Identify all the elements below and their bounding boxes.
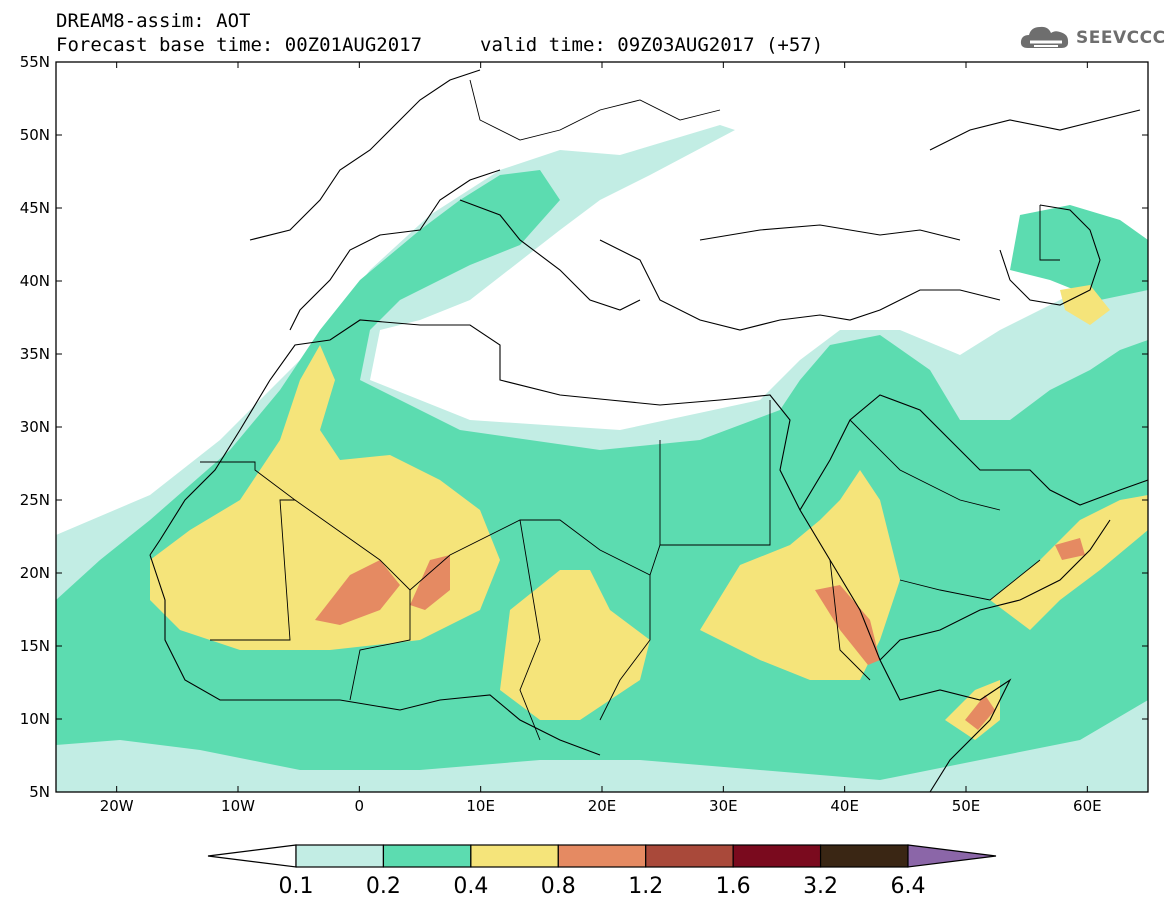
aot-band-0.8 <box>315 560 400 625</box>
colorbar-label: 1.6 <box>716 874 751 899</box>
colorbar-bin <box>645 844 734 868</box>
colorbar-label: 1.2 <box>628 874 663 899</box>
colorbar-label: 6.4 <box>891 874 926 899</box>
colorbar-label: 0.2 <box>366 874 401 899</box>
colorbar: 0.1 0.2 0.4 0.8 1.2 1.6 3.2 6.4 <box>207 844 997 899</box>
aot-band-0.8-d <box>1055 538 1085 560</box>
aot-band-0.4-caspian <box>1060 285 1110 325</box>
colorbar-bin <box>819 844 909 868</box>
y-tick-label: 20N <box>20 564 50 582</box>
aot-band-0.4-central <box>500 570 650 720</box>
x-tick-label: 20W <box>100 797 134 815</box>
x-tick-label: 0 <box>355 797 365 815</box>
aot-band-0.4 <box>150 345 500 650</box>
colorbar-label: 0.4 <box>453 874 488 899</box>
x-tick-label: 50E <box>952 797 981 815</box>
y-tick-label: 45N <box>20 199 50 217</box>
y-tick-label: 50N <box>20 126 50 144</box>
y-tick-label: 55N <box>20 53 50 71</box>
forecast-base-time: Forecast base time: 00Z01AUG2017 <box>56 34 423 56</box>
x-tick-label: 40E <box>830 797 859 815</box>
axis-ticks: 20W 10W 0 10E 20E 30E 40E 50E 60E 5N 10N 15N 20N 25N 3… <box>20 53 1148 815</box>
map-title: DREAM8-assim: AOT <box>56 10 251 32</box>
aot-band-0.8-c <box>815 585 880 665</box>
colorbar-bin <box>382 844 472 868</box>
colorbar-label: 0.8 <box>541 874 576 899</box>
aot-band-0.4-somalia <box>945 680 1000 740</box>
colorbar-label: 0.1 <box>279 874 314 899</box>
x-tick-label: 60E <box>1073 797 1102 815</box>
seevccc-logo: SEEVCCC <box>1018 22 1165 54</box>
colorbar-label: 3.2 <box>803 874 838 899</box>
valid-time: valid time: 09Z03AUG2017 (+57) <box>480 34 824 56</box>
x-tick-label: 20E <box>588 797 617 815</box>
y-tick-label: 10N <box>20 710 50 728</box>
y-tick-label: 5N <box>29 783 50 801</box>
aot-band-0.4-arabia <box>990 495 1148 630</box>
colorbar-bin <box>732 844 822 868</box>
x-tick-label: 10E <box>466 797 495 815</box>
cloud-icon <box>1020 26 1069 48</box>
aot-band-0.8-e <box>965 695 995 730</box>
colorbar-above-triangle <box>907 844 997 868</box>
colorbar-bin <box>557 844 647 868</box>
y-tick-label: 15N <box>20 637 50 655</box>
colorbar-bin <box>295 844 385 868</box>
aot-field <box>56 62 1148 792</box>
y-tick-label: 25N <box>20 491 50 509</box>
x-tick-label: 10W <box>221 797 255 815</box>
colorbar-bin <box>470 844 559 868</box>
country-borders <box>200 79 1060 741</box>
aot-band-0.2-north <box>1010 205 1148 300</box>
colorbar-below-triangle <box>207 844 297 868</box>
y-tick-label: 35N <box>20 345 50 363</box>
x-tick-label: 30E <box>709 797 738 815</box>
y-tick-label: 40N <box>20 272 50 290</box>
aot-band-0.8-b <box>410 555 450 610</box>
coastlines <box>149 69 1148 792</box>
logo-text: SEEVCCC <box>1076 28 1165 48</box>
y-tick-label: 30N <box>20 418 50 436</box>
